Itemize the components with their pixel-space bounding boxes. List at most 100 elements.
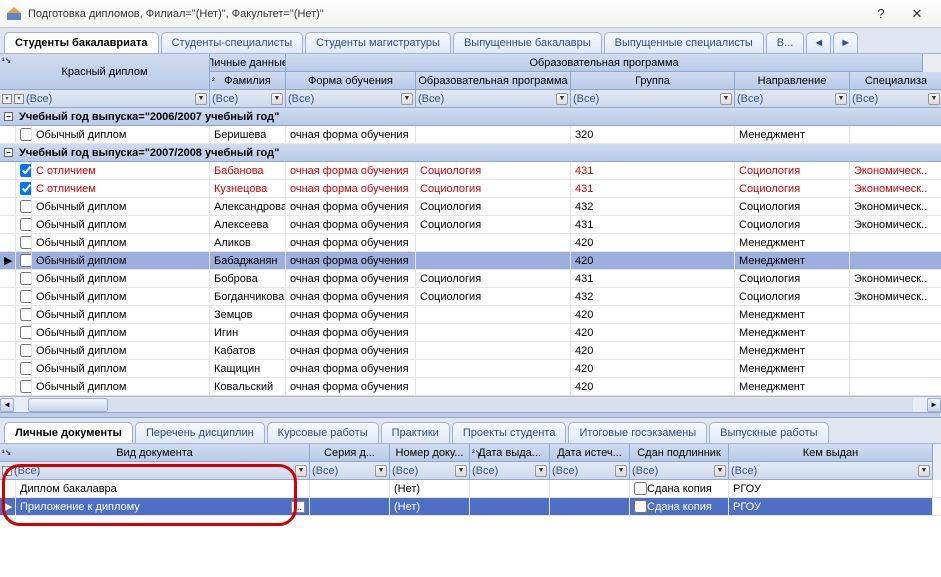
filter-dropdown-icon[interactable]: ▼ (556, 93, 568, 105)
btab-2[interactable]: Курсовые работы (267, 422, 379, 443)
scroll-right-button[interactable]: ► (927, 398, 941, 412)
bottom-grid[interactable]: Диплом бакалавра(Нет) Сдана копияРГОУ▶Пр… (0, 480, 941, 577)
filter-dropdown-icon[interactable]: ▼ (918, 465, 930, 477)
corner-band-cell[interactable]: ¹↘ Красный диплом (0, 54, 210, 90)
h-scrollbar[interactable]: ◄ ► (0, 396, 941, 412)
btab-4[interactable]: Проекты студента (452, 422, 567, 443)
filter-dropdown-icon[interactable]: ▼ (714, 465, 726, 477)
row-checkbox[interactable] (20, 380, 32, 393)
bfilter-cell-5[interactable]: (Все)▼ (630, 462, 729, 480)
table-row[interactable]: Обычный дипломЗемцовочная форма обучения… (0, 306, 941, 324)
row-checkbox-cell[interactable] (16, 288, 32, 305)
filter-dropdown-icon[interactable]: ▼ (295, 465, 307, 477)
row-checkbox[interactable] (20, 254, 32, 267)
table-row[interactable]: Обычный дипломКабатовочная форма обучени… (0, 342, 941, 360)
row-checkbox[interactable] (20, 272, 32, 285)
row-checkbox[interactable] (20, 362, 32, 375)
tab-3[interactable]: Выпущенные бакалавры (453, 32, 602, 53)
bcol-number[interactable]: Номер доку... (390, 444, 470, 462)
btab-1[interactable]: Перечень дисциплин (135, 422, 265, 443)
table-row[interactable]: Обычный дипломАликовочная форма обучения… (0, 234, 941, 252)
filter-dropdown-icon[interactable]: ▼ (535, 465, 547, 477)
tab-1[interactable]: Студенты-специалисты (161, 32, 304, 53)
row-checkbox-cell[interactable] (16, 180, 32, 197)
bcol-issuer[interactable]: Кем выдан (729, 444, 933, 462)
bfilter-cell-4[interactable]: (Все)▼ (550, 462, 630, 480)
doc-row[interactable]: ▶Приложение к диплому...(Нет) Сдана копи… (0, 498, 941, 516)
main-grid[interactable]: −Учебный год выпуска="2006/2007 учебный … (0, 108, 941, 396)
bcol-original[interactable]: Сдан подлинник (630, 444, 729, 462)
collapse-toggle[interactable]: − (4, 112, 13, 121)
tab-0[interactable]: Студенты бакалавриата (4, 32, 159, 53)
row-checkbox[interactable] (20, 164, 32, 177)
row-checkbox-cell[interactable] (16, 270, 32, 287)
tab-4[interactable]: Выпущенные специалисты (604, 32, 764, 53)
original-cell[interactable]: Сдана копия (630, 498, 729, 515)
row-checkbox-cell[interactable] (16, 198, 32, 215)
filter-dropdown-icon[interactable]: ▼ (375, 465, 387, 477)
col-form[interactable]: Форма обучения (286, 72, 416, 90)
original-cell[interactable]: Сдана копия (630, 480, 729, 497)
row-checkbox-cell[interactable] (16, 360, 32, 377)
row-checkbox[interactable] (20, 290, 32, 303)
row-checkbox[interactable] (20, 308, 32, 321)
tab-5[interactable]: В... (766, 32, 805, 53)
filter-dropdown-icon[interactable]: ▼ (615, 465, 627, 477)
filter-cell-0[interactable]: ▾▾(Все)▼ (0, 90, 210, 108)
bfilter-cell-2[interactable]: (Все)▼ (390, 462, 470, 480)
bfilter-cell-3[interactable]: (Все)▼ (470, 462, 550, 480)
filter-dropdown-icon[interactable]: ▼ (835, 93, 847, 105)
doc-row[interactable]: Диплом бакалавра(Нет) Сдана копияРГОУ (0, 480, 941, 498)
filter-cell-3[interactable]: (Все)▼ (416, 90, 571, 108)
row-checkbox-cell[interactable] (16, 216, 32, 233)
filter-dropdown-icon[interactable]: ▼ (455, 465, 467, 477)
filter-cell-5[interactable]: (Все)▼ (735, 90, 850, 108)
filter-dropdown-icon[interactable]: ▼ (928, 93, 940, 105)
table-row[interactable]: Обычный дипломКащициночная форма обучени… (0, 360, 941, 378)
filter-dropdown-icon[interactable]: ▼ (271, 93, 283, 105)
col-program[interactable]: Образовательная программа (416, 72, 571, 90)
personal-band-label[interactable]: Личные данные (210, 54, 286, 72)
row-checkbox[interactable] (20, 236, 32, 249)
filter-prefix-dd[interactable]: ▾ (2, 94, 12, 104)
scroll-thumb[interactable] (28, 398, 108, 412)
table-row[interactable]: Обычный дипломБоброваочная форма обучени… (0, 270, 941, 288)
filter-dropdown-icon[interactable]: ▼ (195, 93, 207, 105)
group-row[interactable]: −Учебный год выпуска="2006/2007 учебный … (0, 108, 941, 126)
close-button[interactable]: ✕ (899, 3, 935, 25)
filter-cell-1[interactable]: (Все)▼ (210, 90, 286, 108)
row-checkbox-cell[interactable] (16, 342, 32, 359)
filter-dropdown-icon[interactable]: ▼ (720, 93, 732, 105)
bcol-expires[interactable]: Дата истеч... (550, 444, 630, 462)
table-row[interactable]: С отличиемБабановаочная форма обученияСо… (0, 162, 941, 180)
row-checkbox[interactable] (20, 200, 32, 213)
edu-band-label[interactable]: Образовательная программа (286, 54, 923, 72)
col-direction[interactable]: Направление (735, 72, 850, 90)
col-surname[interactable]: ²Фамилия (210, 72, 286, 90)
filter-prefix-dd2[interactable]: ▾ (14, 94, 24, 104)
row-checkbox[interactable] (20, 344, 32, 357)
row-checkbox-cell[interactable] (16, 234, 32, 251)
col-spec[interactable]: Специализа (850, 72, 941, 90)
table-row[interactable]: Обычный дипломАлексееваочная форма обуче… (0, 216, 941, 234)
filter-cell-6[interactable]: (Все)▼ (850, 90, 941, 108)
original-checkbox[interactable] (634, 500, 647, 513)
row-checkbox[interactable] (20, 326, 32, 339)
bcol-series[interactable]: Серия д... (310, 444, 390, 462)
filter-prefix-dd[interactable]: ▾ (2, 466, 12, 476)
table-row[interactable]: Обычный дипломАлександроваочная форма об… (0, 198, 941, 216)
row-checkbox[interactable] (20, 182, 32, 195)
row-checkbox-cell[interactable] (16, 126, 32, 143)
chevron-right-icon[interactable]: ► (833, 32, 858, 53)
chevron-left-icon[interactable]: ◄ (806, 32, 831, 53)
filter-cell-2[interactable]: (Все)▼ (286, 90, 416, 108)
btab-0[interactable]: Личные документы (4, 422, 133, 443)
collapse-toggle[interactable]: − (4, 148, 13, 157)
btab-6[interactable]: Выпускные работы (709, 422, 828, 443)
bfilter-cell-0[interactable]: ▾(Все)▼ (0, 462, 310, 480)
row-checkbox-cell[interactable] (16, 378, 32, 395)
col-group[interactable]: Группа (571, 72, 735, 90)
tab-2[interactable]: Студенты магистратуры (305, 32, 451, 53)
scroll-track[interactable] (28, 398, 913, 412)
row-checkbox-cell[interactable] (16, 162, 32, 179)
